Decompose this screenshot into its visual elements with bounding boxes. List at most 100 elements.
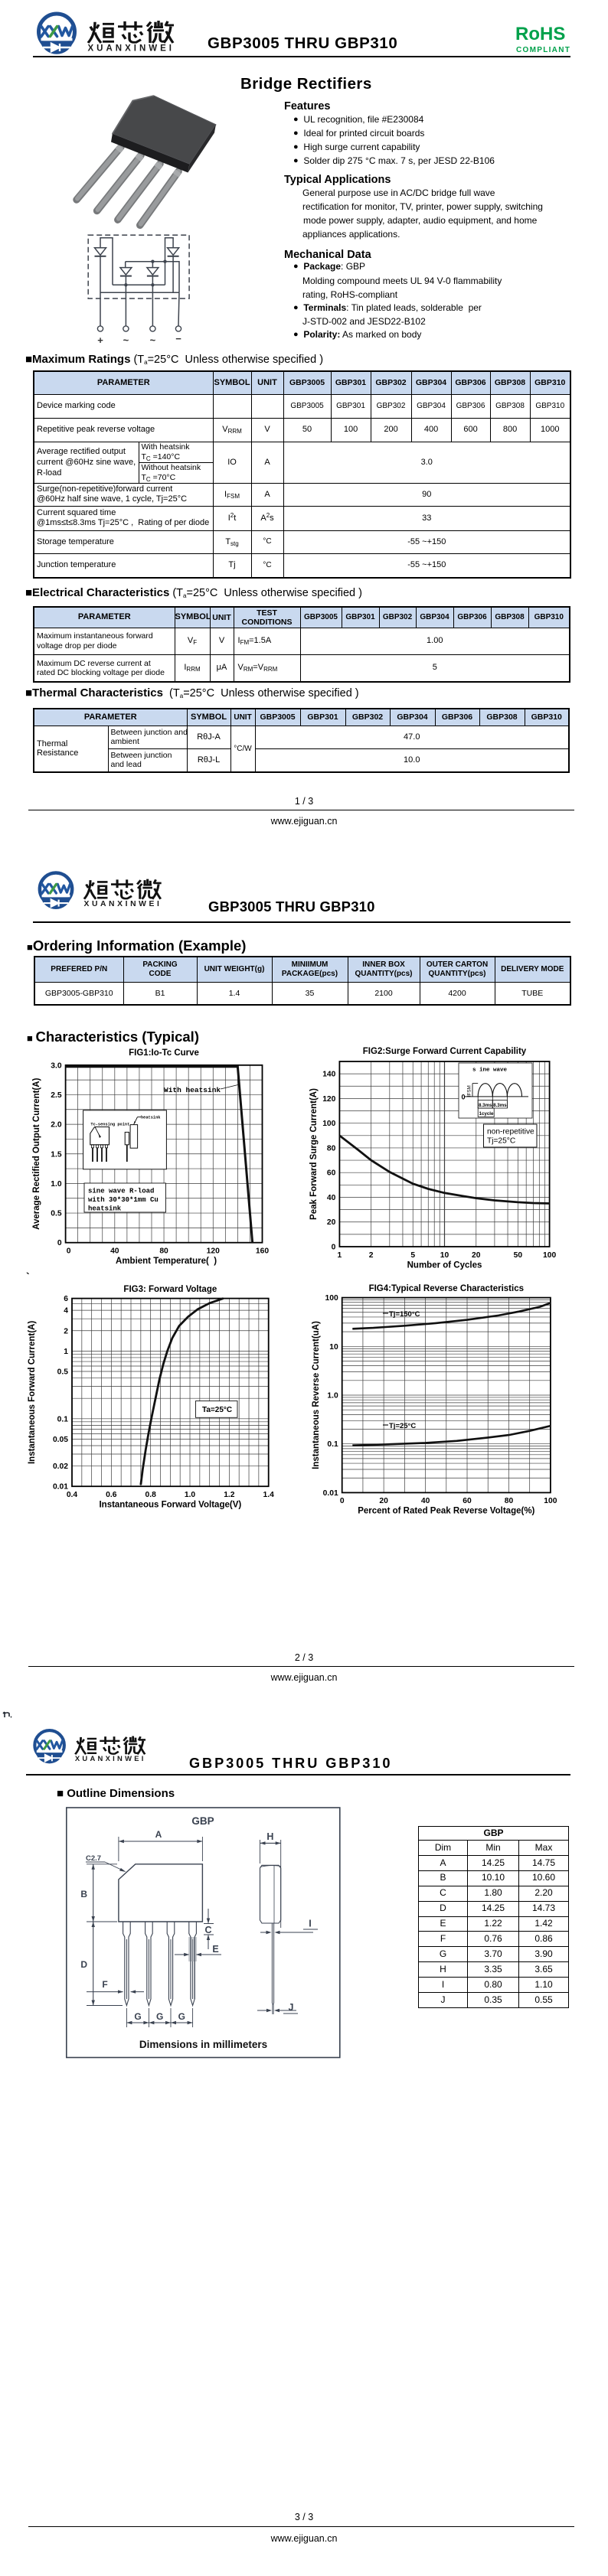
- svg-text:G: G: [156, 2011, 163, 2022]
- svg-text:B: B: [80, 1889, 87, 1899]
- svg-text:Instantaneous Reverse Current(: Instantaneous Reverse Current(uA): [312, 1321, 321, 1469]
- svg-text:10: 10: [440, 1251, 449, 1260]
- svg-text:FIG3: Forward Voltage: FIG3: Forward Voltage: [123, 1285, 217, 1294]
- svg-text:+: +: [97, 334, 103, 346]
- svg-text:40: 40: [421, 1497, 430, 1505]
- svg-text:D: D: [80, 1959, 87, 1970]
- svg-text:IFSM: IFSM: [467, 1085, 472, 1097]
- svg-text:6: 6: [64, 1295, 68, 1303]
- svg-text:2: 2: [369, 1251, 374, 1260]
- svg-text:Tc-sensing point: Tc-sensing point: [90, 1123, 129, 1127]
- svg-text:C2.7: C2.7: [86, 1854, 101, 1863]
- svg-text:1.0: 1.0: [185, 1491, 196, 1499]
- svg-text:0: 0: [332, 1244, 336, 1252]
- svg-text:A: A: [155, 1829, 162, 1840]
- svg-text:XUANXINWEI: XUANXINWEI: [75, 1754, 146, 1762]
- svg-text:sine wave R-load: sine wave R-load: [88, 1188, 154, 1195]
- svg-text:0.02: 0.02: [53, 1462, 68, 1471]
- svg-text:4: 4: [64, 1307, 68, 1316]
- svg-text:with 30*30*1mm Cu: with 30*30*1mm Cu: [88, 1196, 159, 1204]
- svg-text:140: 140: [322, 1071, 335, 1079]
- svg-text:100: 100: [543, 1251, 556, 1260]
- svg-text:Peak Forward Surge Current(A): Peak Forward Surge Current(A): [309, 1088, 319, 1220]
- svg-text:Instantaneous Forward Current(: Instantaneous Forward Current(A): [28, 1321, 37, 1464]
- svg-text:120: 120: [207, 1247, 220, 1256]
- svg-text:10: 10: [329, 1343, 338, 1352]
- svg-text:1.2: 1.2: [224, 1491, 235, 1499]
- svg-text:40: 40: [327, 1194, 336, 1202]
- svg-text:F: F: [102, 1979, 107, 1990]
- svg-text:0.5: 0.5: [57, 1368, 69, 1376]
- svg-text:G: G: [134, 2011, 141, 2022]
- svg-text:GBP: GBP: [191, 1815, 214, 1827]
- svg-text:I: I: [309, 1919, 311, 1929]
- svg-text:~: ~: [123, 334, 129, 346]
- svg-text:Tj=25°C: Tj=25°C: [389, 1422, 416, 1430]
- svg-text:0.01: 0.01: [53, 1483, 68, 1492]
- svg-text:−: −: [175, 333, 181, 344]
- svg-text:0.6: 0.6: [106, 1491, 117, 1499]
- svg-text:non-repetitive: non-repetitive: [487, 1128, 534, 1136]
- svg-text:0.1: 0.1: [327, 1440, 338, 1449]
- svg-text:1cycle: 1cycle: [479, 1111, 494, 1117]
- svg-text:G: G: [178, 2011, 185, 2022]
- svg-text:Average Rectified Output Curre: Average Rectified Output Current(A): [32, 1078, 41, 1229]
- svg-text:0.4: 0.4: [67, 1491, 78, 1499]
- svg-text:E: E: [212, 1944, 218, 1955]
- svg-text:120: 120: [322, 1095, 335, 1104]
- svg-text:20: 20: [379, 1497, 388, 1505]
- svg-text:0: 0: [67, 1247, 71, 1256]
- svg-text:1: 1: [338, 1251, 342, 1260]
- svg-text:5: 5: [410, 1251, 415, 1260]
- svg-text:40: 40: [110, 1247, 119, 1256]
- svg-text:100: 100: [544, 1497, 557, 1505]
- svg-text:160: 160: [256, 1247, 269, 1256]
- svg-text:0: 0: [340, 1497, 345, 1505]
- svg-text:H: H: [266, 1831, 273, 1842]
- svg-text:80: 80: [327, 1144, 336, 1153]
- svg-text:50: 50: [514, 1251, 523, 1260]
- svg-text:~: ~: [150, 334, 156, 346]
- svg-text:XUANXINWEI: XUANXINWEI: [83, 900, 162, 908]
- svg-text:XUANXINWEI: XUANXINWEI: [88, 44, 175, 54]
- svg-text:8.3ms: 8.3ms: [493, 1103, 507, 1108]
- svg-text:100: 100: [322, 1120, 335, 1128]
- svg-text:0: 0: [461, 1094, 465, 1101]
- svg-text:0.1: 0.1: [57, 1415, 69, 1423]
- svg-text:0.05: 0.05: [53, 1436, 68, 1444]
- svg-text:0.8: 0.8: [145, 1491, 157, 1499]
- svg-text:FIG1:Io-Tc Curve: FIG1:Io-Tc Curve: [129, 1048, 199, 1058]
- svg-text:2.0: 2.0: [51, 1121, 62, 1130]
- svg-text:With heatsink: With heatsink: [164, 1086, 221, 1094]
- svg-text:Number of Cycles: Number of Cycles: [407, 1261, 482, 1270]
- svg-text:Tj=150°C: Tj=150°C: [389, 1310, 420, 1319]
- svg-text:Tj=25°C: Tj=25°C: [487, 1137, 515, 1146]
- svg-text:20: 20: [327, 1218, 336, 1227]
- svg-text:Instantaneous Forward Voltage(: Instantaneous Forward Voltage(V): [99, 1501, 241, 1510]
- svg-text:C: C: [204, 1925, 211, 1935]
- svg-text:0: 0: [57, 1239, 62, 1247]
- svg-text:1.5: 1.5: [51, 1150, 62, 1159]
- svg-text:Ta=25°C: Ta=25°C: [202, 1406, 232, 1414]
- svg-text:1: 1: [64, 1348, 68, 1356]
- svg-text:J: J: [289, 2002, 294, 2013]
- svg-text:8.3ms: 8.3ms: [479, 1103, 492, 1108]
- svg-text:Percent of Rated Peak Reverse: Percent of Rated Peak Reverse Voltage(%): [358, 1507, 534, 1516]
- svg-text:0.5: 0.5: [51, 1210, 62, 1218]
- svg-text:heatsink: heatsink: [141, 1115, 161, 1120]
- svg-text:2: 2: [64, 1327, 68, 1335]
- svg-text:100: 100: [325, 1294, 338, 1303]
- svg-text:Dimensions in millimeters: Dimensions in millimeters: [139, 2039, 267, 2050]
- svg-text:Ambient Temperature( ): Ambient Temperature( ): [116, 1257, 217, 1266]
- svg-text:FIG2:Surge Forward Current Cap: FIG2:Surge Forward Current Capability: [363, 1047, 527, 1056]
- svg-text:80: 80: [159, 1247, 168, 1256]
- svg-text:2.5: 2.5: [51, 1091, 62, 1100]
- svg-text:20: 20: [472, 1251, 481, 1260]
- svg-text:0.01: 0.01: [323, 1489, 338, 1498]
- svg-text:60: 60: [463, 1497, 472, 1505]
- svg-text:heatsink: heatsink: [88, 1205, 122, 1213]
- svg-text:60: 60: [327, 1169, 336, 1178]
- svg-text:s ine wave: s ine wave: [472, 1068, 508, 1074]
- svg-text:1.0: 1.0: [327, 1392, 338, 1400]
- svg-text:1.0: 1.0: [51, 1180, 62, 1189]
